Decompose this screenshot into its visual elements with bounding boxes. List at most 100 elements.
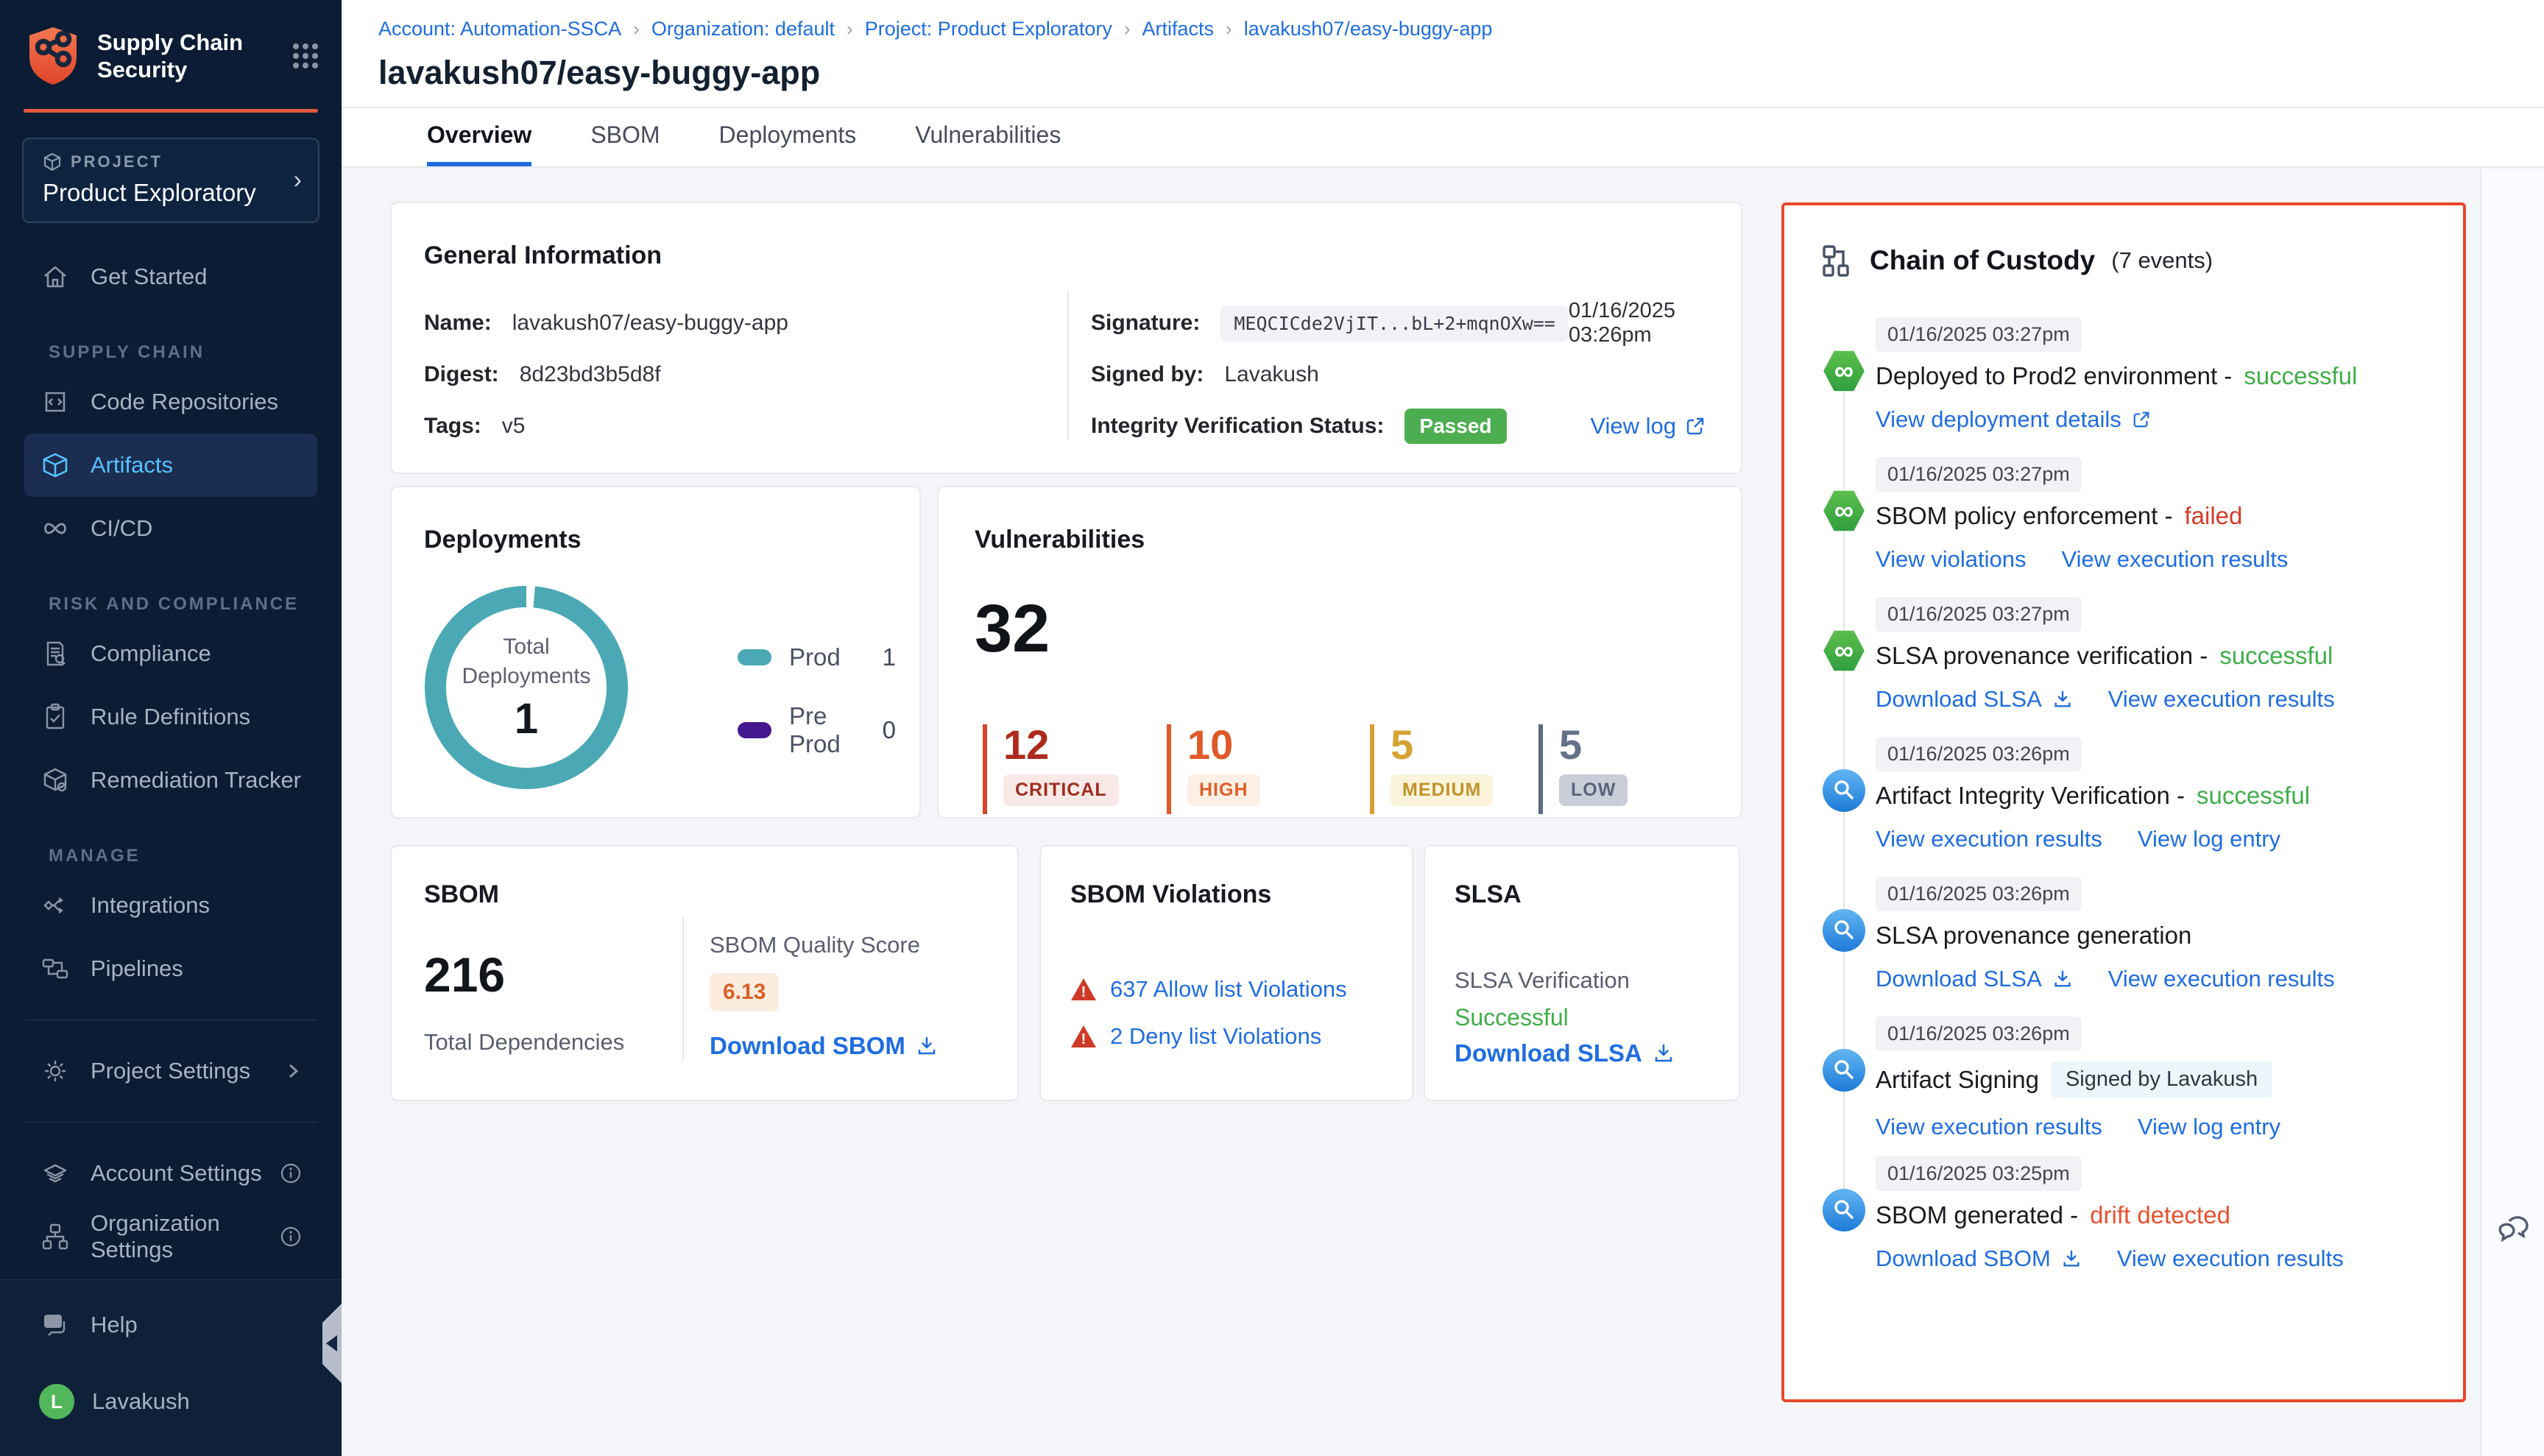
sbom-total-dependencies: 216 <box>424 947 506 1002</box>
event-status: drift detected <box>2090 1201 2230 1229</box>
sidebar-item-cicd[interactable]: CI/CD <box>24 497 317 560</box>
project-icon <box>43 152 61 172</box>
event-status: successful <box>2244 362 2358 389</box>
project-selector[interactable]: PROJECT Product Exploratory › <box>22 138 319 223</box>
chain-event-slsa-generation: 01/16/2025 03:26pm SLSA provenance gener… <box>1784 877 2463 1017</box>
view-execution-results-link[interactable]: View execution results <box>1876 1114 2102 1139</box>
breadcrumb-organization[interactable]: Organization: default <box>651 18 835 40</box>
view-execution-results-link[interactable]: View execution results <box>2116 1245 2344 1271</box>
tab-deployments[interactable]: Deployments <box>718 121 857 148</box>
allow-list-violations-link[interactable]: ! 637 Allow list Violations <box>1070 976 1347 1003</box>
info-icon[interactable] <box>279 1225 303 1248</box>
tab-sbom[interactable]: SBOM <box>590 121 660 148</box>
divider <box>24 1122 317 1123</box>
view-execution-results-link[interactable]: View execution results <box>2107 966 2335 992</box>
sidebar-item-rule-definitions[interactable]: Rule Definitions <box>24 685 317 749</box>
event-title: Artifact Integrity Verification - <box>1876 782 2185 809</box>
download-sbom-link[interactable]: Download SBOM <box>1876 1245 2082 1272</box>
event-status: successful <box>2197 782 2311 809</box>
sidebar-item-account-settings[interactable]: Account Settings <box>24 1142 317 1205</box>
chain-event-artifact-integrity: 01/16/2025 03:26pm Artifact Integrity Ve… <box>1784 737 2463 877</box>
card-title: Deployments <box>424 526 582 554</box>
breadcrumb-separator: › <box>847 18 853 40</box>
sidebar-item-label: Pipelines <box>91 955 183 981</box>
external-link-icon <box>2133 411 2149 428</box>
download-slsa-link[interactable]: Download SLSA <box>1455 1039 1675 1067</box>
download-icon <box>918 1036 936 1055</box>
status-badge-passed: Passed <box>1404 409 1507 444</box>
view-log-entry-link[interactable]: View log entry <box>2137 1114 2281 1139</box>
view-execution-results-link[interactable]: View execution results <box>1876 826 2102 852</box>
view-execution-results-link[interactable]: View execution results <box>2061 546 2289 572</box>
svg-text:?: ? <box>50 1315 57 1327</box>
sidebar-item-label: Code Repositories <box>91 389 279 414</box>
vulnerabilities-card: Vulnerabilities 32 12 CRITICAL 10 HIGH 5… <box>937 486 1742 819</box>
legend-swatch-prod <box>738 649 771 665</box>
sidebar-item-project-settings[interactable]: Project Settings <box>24 1039 317 1103</box>
chevron-right-icon <box>283 1061 303 1081</box>
breadcrumb-artifacts[interactable]: Artifacts <box>1142 18 1215 40</box>
info-icon[interactable] <box>279 1162 303 1185</box>
breadcrumb-separator: › <box>1226 18 1232 40</box>
tab-vulnerabilities[interactable]: Vulnerabilities <box>915 121 1061 148</box>
view-log-link[interactable]: View log <box>1590 413 1706 439</box>
sidebar-item-label: Remediation Tracker <box>91 767 302 793</box>
divider <box>682 917 684 1061</box>
signed-by-label: Signed by: <box>1091 362 1204 386</box>
sidebar-item-get-started[interactable]: Get Started <box>24 245 317 308</box>
feedback-chat-icon[interactable] <box>2493 1209 2534 1250</box>
sidebar-item-compliance[interactable]: Compliance <box>24 622 317 685</box>
event-title: SBOM policy enforcement - <box>1876 502 2173 529</box>
scan-magnifier-icon <box>1823 1189 1865 1231</box>
download-slsa-link[interactable]: Download SLSA <box>1876 686 2073 713</box>
sidebar-item-organization-settings[interactable]: Organization Settings <box>24 1205 317 1268</box>
download-sbom-link[interactable]: Download SBOM <box>710 1032 938 1060</box>
view-execution-results-link[interactable]: View execution results <box>2107 686 2335 712</box>
scan-magnifier-icon <box>1823 1049 1865 1092</box>
tab-bar: Overview SBOM Deployments Vulnerabilitie… <box>342 108 2544 168</box>
user-menu[interactable]: L Lavakush <box>24 1370 317 1433</box>
signed-by-badge: Signed by Lavakush <box>2050 1061 2273 1098</box>
sidebar-item-pipelines[interactable]: Pipelines <box>24 937 317 1000</box>
sidebar-item-integrations[interactable]: Integrations <box>24 874 317 937</box>
event-title: SLSA provenance verification - <box>1876 642 2208 669</box>
view-log-entry-link[interactable]: View log entry <box>2137 826 2281 852</box>
download-icon <box>2054 690 2071 707</box>
breadcrumb-current[interactable]: lavakush07/easy-buggy-app <box>1243 18 1493 40</box>
tags-label: Tags: <box>424 414 481 438</box>
accent-divider <box>24 109 318 113</box>
signature-label: Signature: <box>1091 311 1201 335</box>
download-slsa-link[interactable]: Download SLSA <box>1876 966 2073 992</box>
deployments-donut-chart <box>425 586 628 789</box>
sidebar-item-code-repositories[interactable]: Code Repositories <box>24 370 317 434</box>
section-risk-compliance: RISK AND COMPLIANCE <box>49 594 300 614</box>
sidebar-item-remediation-tracker[interactable]: Remediation Tracker <box>24 749 317 812</box>
event-timestamp: 01/16/2025 03:27pm <box>1876 457 2082 492</box>
view-violations-link[interactable]: View violations <box>1876 546 2027 572</box>
event-status: failed <box>2184 502 2243 529</box>
sidebar-item-label: Artifacts <box>91 452 173 478</box>
tags-value: v5 <box>501 414 526 438</box>
tab-overview[interactable]: Overview <box>427 108 532 166</box>
severity-badge-critical: CRITICAL <box>1003 774 1119 806</box>
deny-list-violations-link[interactable]: ! 2 Deny list Violations <box>1070 1023 1321 1050</box>
view-deployment-details-link[interactable]: View deployment details <box>1876 406 2151 433</box>
download-icon <box>1655 1044 1672 1062</box>
chain-events-timeline: ∞ 01/16/2025 03:27pm Deployed to Prod2 e… <box>1784 317 2463 1296</box>
collapse-arrow-icon <box>325 1335 337 1351</box>
sidebar-item-help[interactable]: ? Help <box>24 1293 317 1357</box>
breadcrumb-project[interactable]: Project: Product Exploratory <box>864 18 1112 40</box>
page-header: Account: Automation-SSCA › Organization:… <box>342 0 2544 108</box>
general-info-right-column: Signature: MEQCICde2VjIT...bL+2+mqnOXw==… <box>1091 297 1706 452</box>
sidebar-item-artifacts[interactable]: Artifacts <box>24 434 317 497</box>
download-icon <box>2054 970 2071 987</box>
scan-magnifier-icon <box>1823 909 1865 952</box>
breadcrumb-account[interactable]: Account: Automation-SSCA <box>378 18 622 40</box>
right-rail <box>2480 169 2544 1456</box>
main-content: General Information Name: lavakush07/easy… <box>342 169 2544 1456</box>
chain-event-sbom-policy: ∞ 01/16/2025 03:27pm SBOM policy enforce… <box>1784 457 2463 597</box>
artifact-name-value: lavakush07/easy-buggy-app <box>512 311 788 335</box>
module-grid-icon[interactable] <box>290 40 321 71</box>
event-title: Artifact Signing <box>1876 1065 2039 1093</box>
chain-events-count: (7 events) <box>2111 247 2213 273</box>
